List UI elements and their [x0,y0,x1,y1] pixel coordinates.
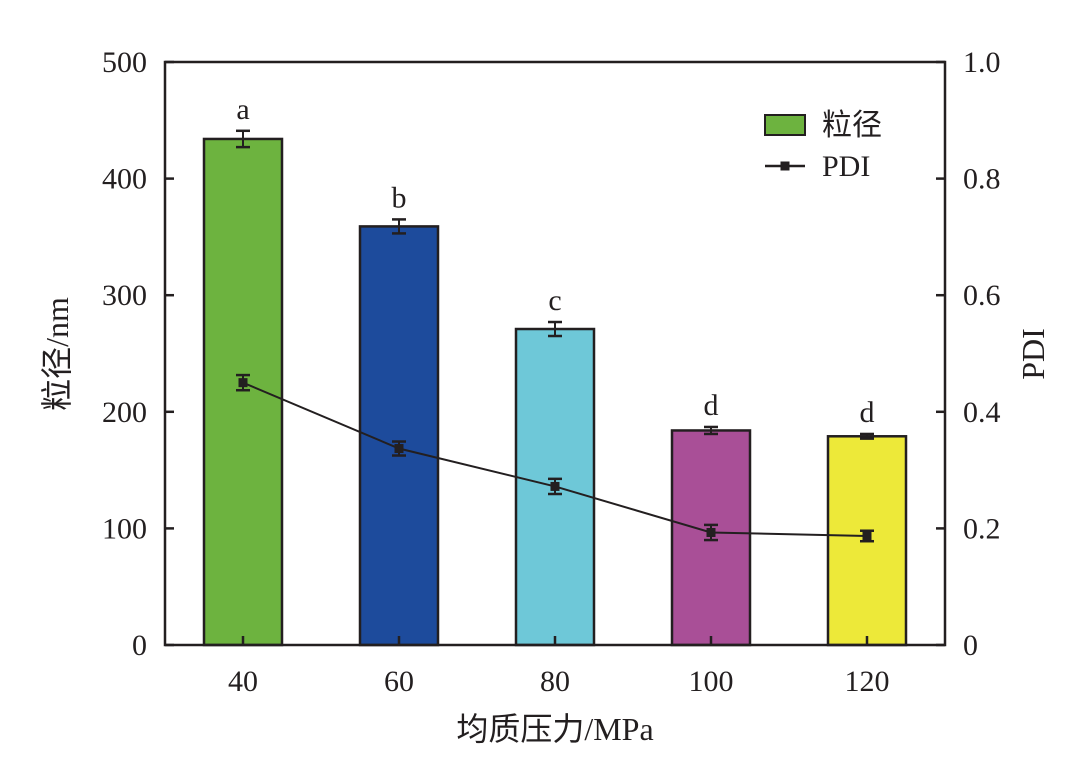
significance-label-60: b [392,181,407,214]
pdi-line-series [236,373,874,543]
x-axis-title: 均质压力/MPa [456,711,653,747]
y-axis-title: 粒径/nm [39,297,75,411]
y2-tick-label-0: 0 [963,629,978,662]
significance-label-100: d [704,389,719,422]
bars: a b c d d [202,93,908,647]
bar-60 [358,225,440,647]
y-tick-label-100: 100 [102,512,147,545]
x-tick-label-100: 100 [689,665,734,698]
legend-swatch-bar [764,114,806,136]
y2-tick-label-1.0: 1.0 [963,46,1001,79]
legend-label-line: PDI [822,150,870,183]
legend: 粒径 PDI [764,109,882,183]
bar-40 [202,137,284,647]
pdi-point-120 [862,531,872,541]
bar-error-80 [548,320,562,338]
y-tick-label-200: 200 [102,396,147,429]
y2-tick-label-0.2: 0.2 [963,512,1001,545]
x-tick-label-80: 80 [540,665,570,698]
legend-label-bar: 粒径 [822,109,882,142]
axes: 0 100 200 300 400 500 0 0.2 0.4 0.6 0.8 1.0 40 60 80 10… [102,46,1001,698]
legend-swatch-marker [780,161,790,171]
pdi-point-80 [550,481,560,491]
bar-error-60 [392,218,406,235]
bar-error-120 [860,432,874,440]
significance-label-120: d [860,396,875,429]
y-tick-label-400: 400 [102,163,147,196]
y2-tick-label-0.4: 0.4 [963,396,1001,429]
y2-tick-label-0.6: 0.6 [963,279,1001,312]
pdi-point-60 [394,444,404,454]
bar-error-100 [704,425,718,436]
y-tick-label-500: 500 [102,46,147,79]
significance-label-80: c [548,284,561,317]
y2-axis-title: PDI [1015,328,1051,380]
x-tick-label-120: 120 [845,665,890,698]
y2-tick-label-0.8: 0.8 [963,163,1001,196]
significance-label-40: a [236,93,249,126]
x-tick-label-60: 60 [384,665,414,698]
x-tick-label-40: 40 [228,665,258,698]
y-tick-label-0: 0 [132,629,147,662]
pdi-point-100 [706,527,716,537]
pdi-point-40 [238,378,248,388]
bar-error-40 [236,129,250,149]
y-tick-label-300: 300 [102,279,147,312]
